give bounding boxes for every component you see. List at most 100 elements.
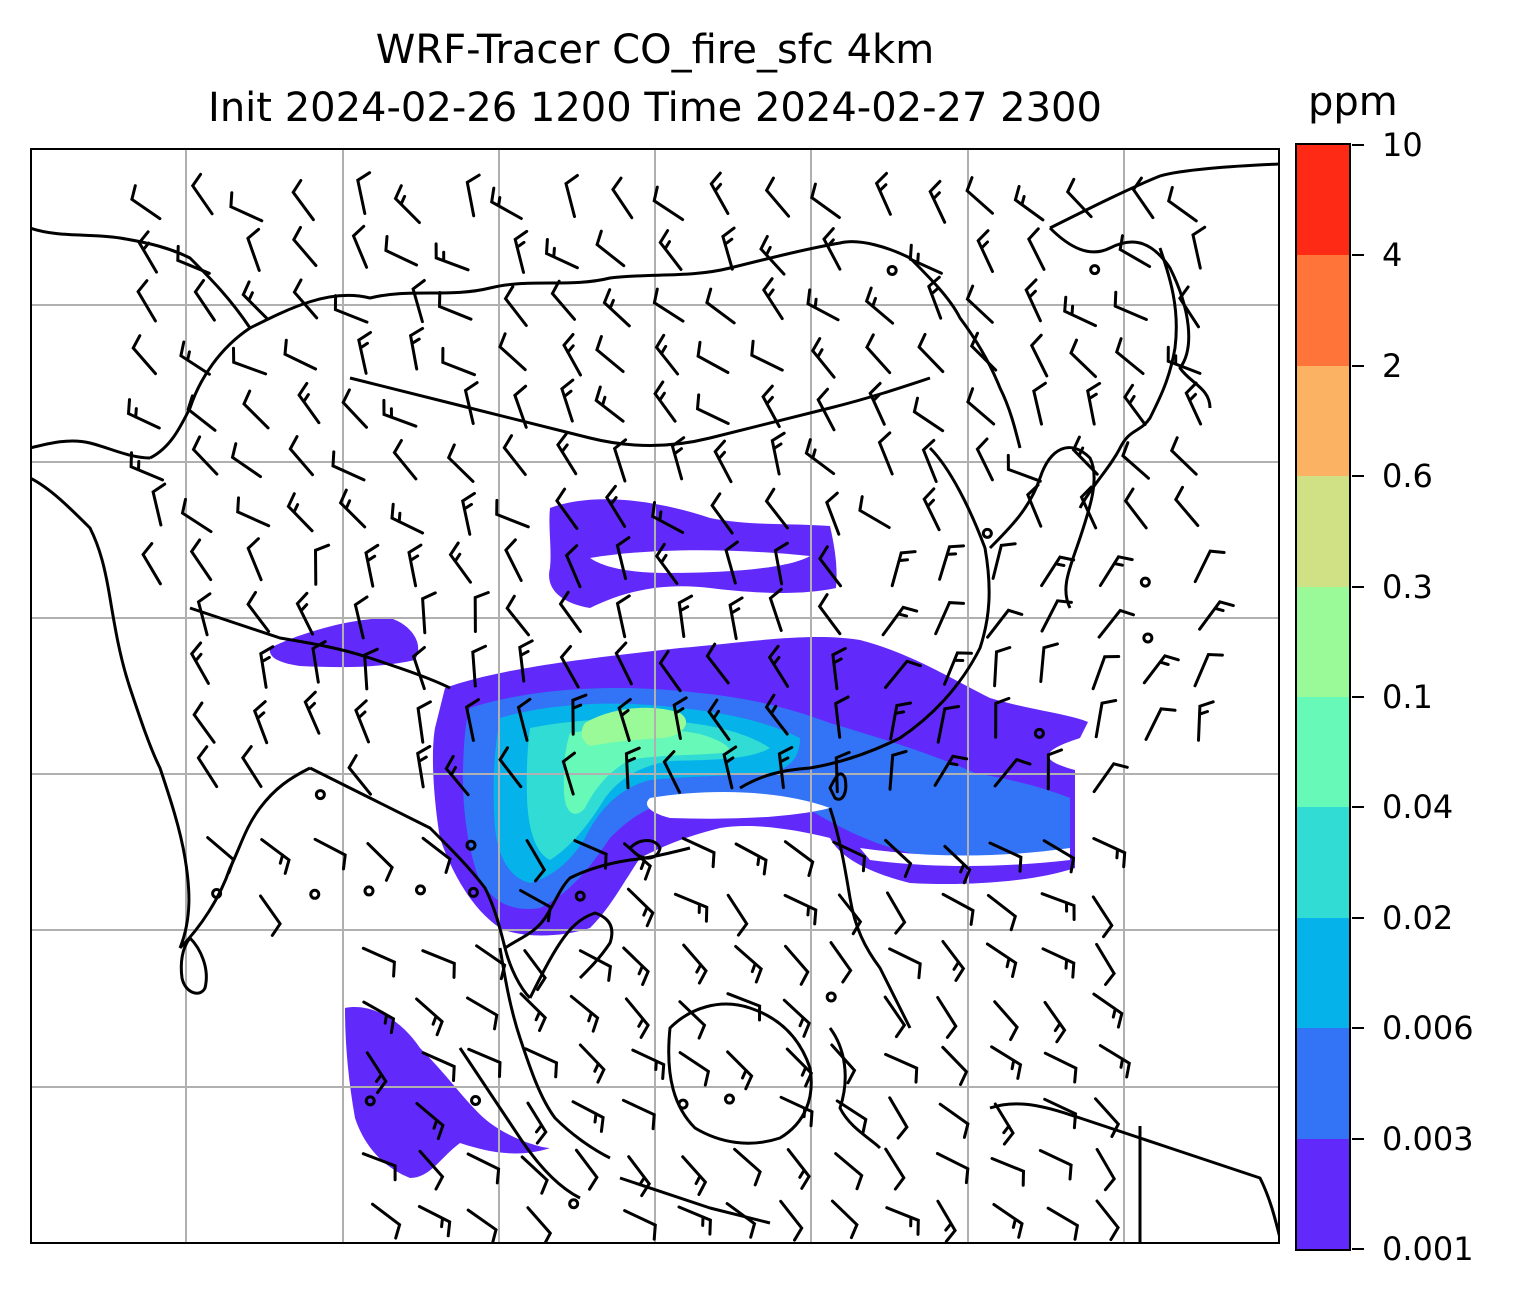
wind-barb xyxy=(407,543,423,588)
wind-barb xyxy=(614,641,633,686)
wind-barb xyxy=(810,337,836,379)
wind-barb xyxy=(881,605,919,637)
wind-barb xyxy=(561,751,576,796)
wind-barb xyxy=(475,944,507,981)
calm-wind-marker xyxy=(211,887,223,899)
wind-barb xyxy=(654,542,679,585)
wind-barb xyxy=(779,1199,804,1242)
wind-barb xyxy=(936,1199,957,1243)
colorbar-tick-label: 0.6 xyxy=(1382,457,1433,496)
wind-barb xyxy=(623,1209,657,1241)
wind-barb xyxy=(516,697,532,742)
wind-barb xyxy=(292,278,319,320)
wind-barb xyxy=(761,384,781,429)
wind-barb xyxy=(1131,176,1155,220)
wind-barb xyxy=(1038,1149,1073,1181)
wind-barb xyxy=(725,1202,757,1239)
border-china-mongolia xyxy=(349,376,931,447)
wind-barb xyxy=(467,1047,502,1078)
wind-barb xyxy=(513,229,529,274)
wind-barb xyxy=(631,1048,666,1080)
wind-barb xyxy=(884,659,922,689)
wind-barb xyxy=(421,1051,456,1082)
wind-barb xyxy=(564,544,582,589)
wind-barb xyxy=(1193,652,1224,688)
wind-barb xyxy=(1092,762,1129,794)
wind-barb xyxy=(934,601,965,636)
wind-barb xyxy=(652,287,685,323)
wind-barb xyxy=(773,541,789,586)
wind-barb xyxy=(615,536,631,580)
wind-barb xyxy=(709,171,730,215)
wind-barb xyxy=(764,693,789,736)
calm-wind-marker xyxy=(414,884,426,896)
calm-wind-marker xyxy=(574,890,586,902)
map-title-line-2: Init 2024-02-26 1200 Time 2024-02-27 230… xyxy=(208,85,1102,131)
colorbar-segment xyxy=(1297,145,1349,256)
wind-barb xyxy=(415,997,444,1037)
wind-barb xyxy=(829,941,853,984)
wind-barb xyxy=(654,333,680,376)
wind-barb xyxy=(558,590,582,633)
wind-barb xyxy=(297,381,321,425)
wind-barb xyxy=(724,540,739,585)
wind-barb xyxy=(236,496,271,528)
wind-barb xyxy=(1198,600,1235,631)
wind-barb xyxy=(994,696,1011,739)
wind-barb xyxy=(1092,837,1127,869)
wind-barb xyxy=(677,594,694,638)
calm-wind-marker xyxy=(723,1093,735,1105)
wind-barb xyxy=(544,238,579,270)
colorbar-segment xyxy=(1297,255,1349,366)
wind-barb xyxy=(965,284,994,324)
wind-barb xyxy=(722,745,738,790)
wind-barb xyxy=(830,1199,859,1240)
calm-wind-marker xyxy=(825,991,837,1003)
wind-barb xyxy=(941,940,966,982)
calm-wind-marker xyxy=(363,885,375,897)
wind-barb xyxy=(242,389,270,430)
wind-barb xyxy=(1032,381,1047,426)
wind-barb xyxy=(810,182,841,219)
wind-barb xyxy=(229,191,264,223)
wind-barb xyxy=(1041,947,1076,979)
wind-barb xyxy=(303,690,321,735)
wind-barb xyxy=(1043,1051,1078,1084)
wind-barb xyxy=(604,484,627,528)
colorbar-tick-label: 0.3 xyxy=(1382,567,1433,606)
colorbar-tick-label: 4 xyxy=(1382,236,1403,275)
wind-barb xyxy=(889,701,913,741)
co-tracer-plume-layer xyxy=(269,499,1088,1178)
wind-barb xyxy=(672,696,688,740)
wind-barb xyxy=(408,326,425,371)
wind-barb xyxy=(938,1102,970,1139)
wind-barb xyxy=(615,594,631,639)
map-panel[interactable] xyxy=(30,148,1280,1244)
colorbar-tick xyxy=(1352,806,1364,809)
wind-barb xyxy=(734,842,768,876)
wind-barb xyxy=(1043,1000,1067,1044)
wind-barb xyxy=(1040,892,1076,921)
wind-barb xyxy=(673,892,709,923)
wind-barb xyxy=(230,442,262,479)
wind-barb xyxy=(466,1208,498,1244)
wind-barb xyxy=(874,171,892,216)
wind-barb xyxy=(986,893,1018,932)
map-canvas[interactable] xyxy=(30,148,1280,1244)
wind-barb xyxy=(186,394,217,432)
wind-barb xyxy=(288,435,314,477)
wind-barb xyxy=(519,992,547,1032)
wind-barb xyxy=(495,498,530,529)
wind-barb xyxy=(313,837,347,871)
coastline-pacific-russia xyxy=(1048,226,1212,409)
wind-barb xyxy=(768,587,783,632)
wind-barb xyxy=(192,701,216,744)
map-title-line-1: WRF-Tracer CO_fire_sfc 4km xyxy=(375,27,935,73)
wind-barb xyxy=(750,339,784,372)
wind-barb xyxy=(260,838,291,875)
wind-barb xyxy=(868,381,886,426)
wind-barb xyxy=(1142,654,1180,685)
wind-barb xyxy=(670,436,686,481)
wind-barb xyxy=(921,438,938,483)
wind-barb xyxy=(806,288,840,322)
